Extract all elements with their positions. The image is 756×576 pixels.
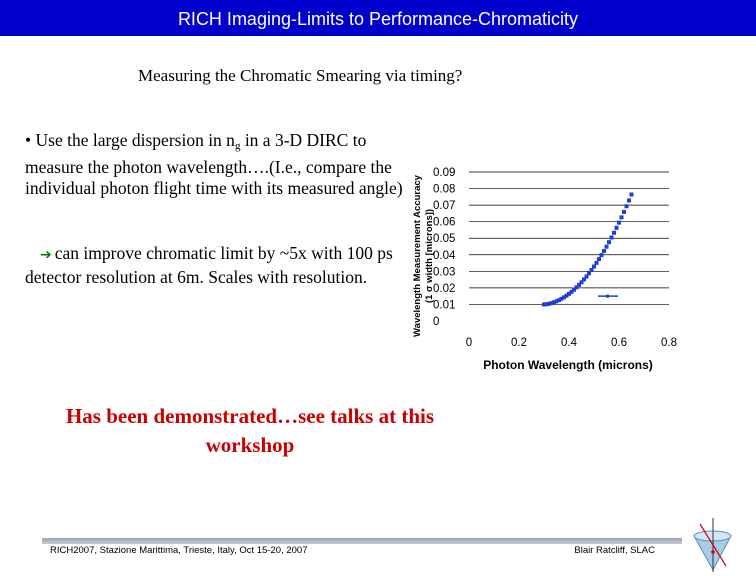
chart-y-tick-label: 0.04	[433, 250, 456, 262]
bullet-improvement-text: can improve chromatic limit by ~5x with …	[25, 243, 393, 287]
chart-data-point	[587, 271, 591, 276]
chart-data-point	[569, 289, 574, 294]
chart-y-axis-label-line2: (1 σ width [microns])	[424, 209, 435, 303]
chart-data-point	[572, 287, 576, 292]
chart-data-point	[552, 300, 556, 305]
highlight-demonstrated: Has been demonstrated…see talks at this …	[65, 404, 435, 457]
chart-data-point	[607, 240, 611, 245]
chart-y-axis-label-line1: Wavelength Measurement Accuracy	[412, 174, 423, 337]
bullet-dispersion-sub: g	[234, 140, 241, 152]
chart-data-point	[574, 285, 579, 290]
chart-x-axis-label: Photon Wavelength (microns)	[483, 358, 653, 372]
chart-data-point	[564, 293, 569, 298]
chart-data-point	[622, 209, 626, 214]
chart-data-point	[609, 235, 614, 240]
chart-data-point	[592, 264, 596, 269]
chart-y-tick-label: 0.09	[433, 167, 455, 179]
bullet-improvement: ➔ can improve chromatic limit by ~5x with…	[25, 242, 410, 288]
cherenkov-cone-logo	[693, 518, 732, 572]
footer-author: Blair Ratcliff, SLAC	[574, 545, 655, 556]
chart-legend-marker	[606, 294, 609, 298]
chart-series-points	[542, 192, 634, 307]
chart-y-tick-label: 0.08	[433, 184, 455, 196]
chart-data-point	[584, 274, 589, 279]
bullet-dispersion-pre: • Use the large dispersion in n	[25, 130, 235, 150]
chart-y-tick-label: 0.06	[433, 217, 455, 229]
chart-data-point	[562, 295, 566, 300]
chart-data-point	[619, 215, 624, 220]
chart-y-tick-label: 0.02	[433, 283, 455, 295]
chart-data-point	[544, 302, 549, 307]
bullet-dispersion: • Use the large dispersion in ng in a 3-…	[25, 130, 410, 199]
chart-data-point	[557, 298, 561, 303]
chart-data-point	[579, 280, 584, 285]
chart-data-point	[602, 248, 606, 253]
chart-data-point	[614, 225, 619, 230]
slide-subtitle: Measuring the Chromatic Smearing via tim…	[138, 66, 463, 85]
slide-title: RICH Imaging-Limits to Performance-Chrom…	[177, 9, 579, 29]
chart-grid	[469, 171, 669, 305]
chart-legend	[598, 294, 618, 298]
chart-data-point	[559, 296, 564, 301]
chart-data-point	[599, 253, 604, 258]
chart-data-point	[554, 299, 559, 304]
chart-x-ticks: 0 0.2 0.4 0.6 0.8	[466, 337, 677, 349]
chart-x-tick-label: 0.8	[661, 337, 677, 349]
chart-data-point	[624, 204, 629, 209]
chart-data-point	[577, 282, 581, 287]
chart-data-point	[629, 192, 634, 197]
chart-data-point	[549, 301, 554, 306]
slide-title-bar: RICH Imaging-Limits to Performance-Chrom…	[0, 0, 756, 36]
chart-data-point	[627, 198, 631, 203]
chart-data-point	[542, 302, 546, 307]
chart-data-point	[604, 244, 609, 249]
chart-data-point	[567, 291, 571, 296]
chart-data-point	[617, 220, 621, 225]
chart-y-tick-label: 0.03	[433, 266, 455, 278]
chart-x-tick-label: 0	[466, 337, 472, 349]
chart-y-tick-label: 0	[433, 316, 439, 328]
footer-conference: RICH2007, Stazione Marittima, Trieste, I…	[50, 545, 308, 556]
chart-x-tick-label: 0.6	[611, 337, 627, 349]
chart-y-tick-label: 0.01	[433, 299, 455, 311]
footer-divider	[42, 538, 682, 544]
chart-x-tick-label: 0.2	[511, 337, 527, 349]
chart-data-point	[594, 260, 599, 265]
chart-data-point	[547, 301, 551, 306]
bullet-dispersion-post: in a 3-D DIRC to measure the photon wave…	[25, 130, 403, 198]
arrow-right-icon: ➔	[40, 247, 52, 263]
chart-x-tick-label: 0.4	[561, 337, 578, 349]
chart-data-point	[612, 230, 616, 235]
chart-y-tick-label: 0.07	[433, 200, 455, 212]
chart-y-tick-label: 0.05	[433, 233, 455, 245]
chart-data-point	[597, 257, 601, 262]
chart-data-point	[582, 277, 586, 282]
chart-data-point	[589, 268, 594, 273]
chart-y-ticks: 0 0.01 0.02 0.03 0.04 0.05 0.06 0.07 0.08 0.09	[433, 167, 456, 328]
